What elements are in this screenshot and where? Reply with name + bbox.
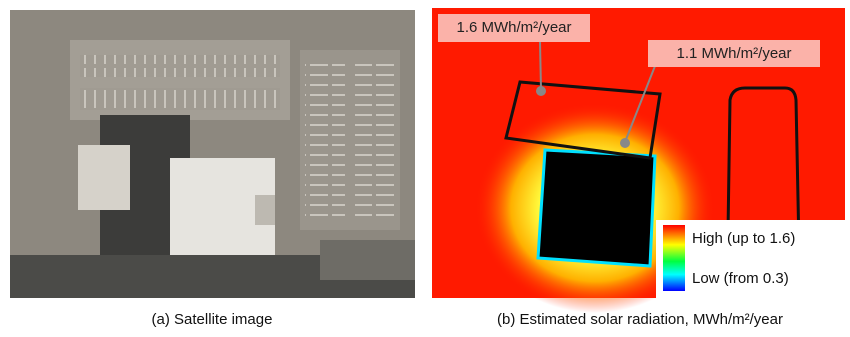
page: (a) Satellite image 1.6 MWh/m²/year 1.1 … — [0, 0, 850, 332]
satellite-image — [10, 10, 415, 298]
legend-label: High (up to 1.6) — [692, 230, 795, 247]
annotation: 1.1 MWh/m²/year — [676, 45, 791, 62]
caption: (b) Estimated solar radiation, MWh/m²/ye… — [497, 311, 783, 328]
caption: (a) Satellite image — [152, 311, 273, 328]
figure: (a) Satellite image 1.6 MWh/m²/year 1.1 … — [0, 0, 850, 332]
annotation: 1.6 MWh/m²/year — [456, 19, 571, 36]
legend-label: Low (from 0.3) — [692, 270, 789, 287]
